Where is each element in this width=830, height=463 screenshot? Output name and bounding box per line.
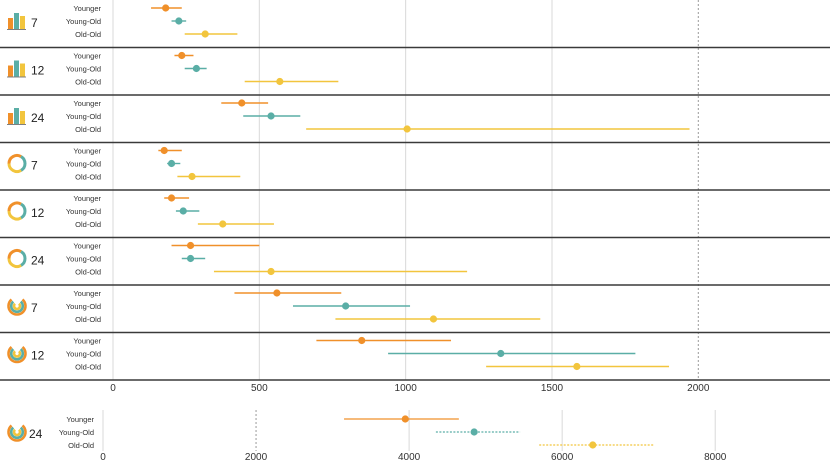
point-young-old — [179, 207, 187, 215]
point-younger — [186, 241, 195, 250]
point-young-old — [192, 64, 201, 73]
group-label-old-old: Old-Old — [75, 315, 101, 324]
point-old-old — [188, 172, 196, 181]
point-old-old — [276, 77, 284, 86]
point-old-old — [403, 125, 411, 133]
group-label-young-old: Young-Old — [66, 350, 101, 359]
point-younger — [167, 194, 176, 202]
group-label-old-old: Old-Old — [75, 30, 101, 39]
group-label-younger: Younger — [73, 289, 101, 298]
point-old-old — [573, 362, 581, 371]
bars-icon — [7, 13, 26, 30]
row-label: 12 — [31, 349, 45, 363]
bars-icon — [7, 60, 26, 78]
group-label-younger: Younger — [73, 99, 101, 108]
group-label-younger: Younger — [73, 242, 101, 251]
group-label-old-old: Old-Old — [75, 220, 101, 229]
group-label-old-old: Old-Old — [68, 441, 94, 450]
point-old-old — [589, 441, 597, 449]
point-old-old — [267, 267, 275, 276]
point-old-old — [219, 220, 227, 228]
x-tick-label: 2000 — [687, 383, 710, 394]
group-label-younger: Younger — [73, 194, 101, 203]
row-label: 12 — [31, 206, 45, 220]
row-label: 24 — [31, 111, 45, 125]
arc-icon — [7, 298, 27, 316]
point-young-old — [167, 159, 176, 168]
point-younger — [238, 99, 246, 107]
bars-icon — [7, 108, 26, 125]
group-label-younger: Younger — [73, 52, 101, 61]
point-young-old — [497, 349, 505, 358]
group-label-young-old: Young-Old — [66, 65, 101, 74]
group-label-young-old: Young-Old — [66, 160, 101, 169]
point-younger — [162, 4, 170, 12]
x-tick-label: 4000 — [398, 452, 421, 463]
ring-icon — [7, 201, 27, 221]
group-label-young-old: Young-Old — [59, 428, 94, 437]
x-tick-label: 0 — [110, 383, 116, 394]
arc-icon — [7, 345, 27, 364]
group-label-old-old: Old-Old — [75, 363, 101, 372]
x-tick-label: 2000 — [245, 452, 268, 463]
group-label-younger: Younger — [73, 147, 101, 156]
x-tick-label: 500 — [251, 383, 268, 394]
row-label: 24 — [29, 427, 43, 441]
row-label: 7 — [31, 159, 38, 173]
point-younger — [401, 415, 409, 423]
point-younger — [358, 336, 366, 345]
group-label-old-old: Old-Old — [75, 173, 101, 182]
group-label-old-old: Old-Old — [75, 268, 101, 277]
group-label-young-old: Young-Old — [66, 17, 101, 26]
point-old-old — [429, 315, 438, 323]
ring-icon — [7, 249, 27, 268]
row-label: 12 — [31, 64, 45, 78]
group-label-young-old: Young-Old — [66, 112, 101, 121]
point-young-old — [342, 302, 350, 310]
group-label-old-old: Old-Old — [75, 78, 101, 87]
point-young-old — [186, 254, 195, 263]
x-tick-label: 1500 — [541, 383, 564, 394]
point-younger — [178, 51, 186, 60]
group-label-old-old: Old-Old — [75, 125, 101, 134]
row-label: 7 — [31, 16, 38, 30]
x-tick-label: 6000 — [551, 452, 574, 463]
x-tick-label: 0 — [100, 452, 106, 463]
x-tick-label: 1000 — [395, 383, 418, 394]
group-label-young-old: Young-Old — [66, 255, 101, 264]
ring-icon — [7, 154, 27, 173]
group-label-younger: Younger — [73, 4, 101, 13]
x-tick-label: 8000 — [704, 452, 727, 463]
group-label-younger: Younger — [66, 415, 94, 424]
group-label-younger: Younger — [73, 337, 101, 346]
group-label-young-old: Young-Old — [66, 207, 101, 216]
point-young-old — [470, 428, 478, 436]
group-label-young-old: Young-Old — [66, 302, 101, 311]
point-younger — [273, 289, 281, 297]
arc-icon — [7, 424, 27, 442]
point-old-old — [201, 30, 209, 38]
row-label: 7 — [31, 301, 38, 315]
point-young-old — [175, 17, 183, 25]
point-young-old — [267, 112, 275, 120]
point-younger — [160, 146, 168, 155]
row-label: 24 — [31, 254, 45, 268]
